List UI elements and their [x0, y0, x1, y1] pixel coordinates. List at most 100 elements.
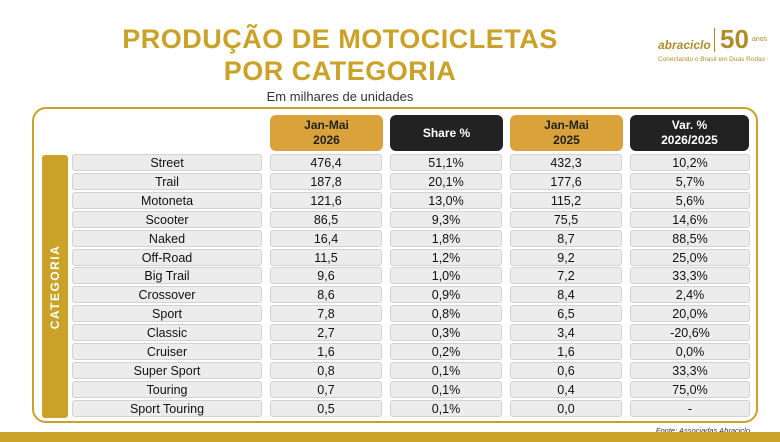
logo-name: abraciclo: [658, 38, 711, 52]
header-var: Var. % 2026/2025: [630, 115, 749, 151]
table-row: Big Trail 9,6 1,0% 7,2 33,3%: [72, 267, 752, 285]
share-cell: 0,1%: [390, 399, 502, 417]
share-cell: 0,1%: [390, 361, 502, 379]
category-cell: Scooter: [72, 210, 262, 228]
table-row: Street 476,4 51,1% 432,3 10,2%: [72, 154, 752, 172]
jan-mai-2026-cell: 1,6: [270, 343, 382, 360]
var-cell: 10,2%: [630, 154, 750, 171]
logo-divider: [714, 28, 715, 52]
page-subtitle: Em milhares de unidades: [266, 89, 414, 104]
jan-mai-2025-cell: 177,6: [510, 172, 622, 190]
category-cell: Motoneta: [72, 191, 262, 209]
jan-mai-2026-cell: 9,6: [270, 267, 382, 285]
bottom-bar: [0, 432, 780, 442]
var-cell: -20,6%: [630, 324, 750, 342]
jan-mai-2025-cell: 7,2: [510, 267, 622, 285]
jan-mai-2025-cell: 75,5: [510, 210, 622, 228]
jan-mai-2026-cell: 476,4: [270, 154, 382, 171]
jan-mai-2026-cell: 121,6: [270, 191, 382, 209]
table-row: Crossover 8,6 0,9% 8,4 2,4%: [72, 286, 752, 304]
logo-anos: anos: [752, 36, 768, 43]
category-cell: Sport Touring: [72, 399, 262, 417]
share-cell: 1,2%: [390, 248, 502, 266]
var-cell: 25,0%: [630, 248, 750, 266]
share-cell: 0,8%: [390, 305, 502, 323]
header-jan-mai-2025: Jan-Mai 2025: [510, 115, 623, 151]
table-row: Trail 187,8 20,1% 177,6 5,7%: [72, 172, 752, 191]
jan-mai-2025-cell: 0,4: [510, 380, 622, 398]
share-cell: 9,3%: [390, 210, 502, 228]
category-label: CATEGORIA: [42, 155, 68, 418]
logo-anniversary: 50: [720, 24, 749, 54]
table-row: Scooter 86,5 9,3% 75,5 14,6%: [72, 210, 752, 229]
table-frame: [32, 107, 758, 423]
category-label-text: CATEGORIA: [48, 244, 62, 329]
share-cell: 0,2%: [390, 343, 502, 360]
var-cell: 14,6%: [630, 210, 750, 228]
var-cell: 88,5%: [630, 229, 750, 247]
category-cell: Cruiser: [72, 343, 262, 360]
share-cell: 13,0%: [390, 191, 502, 209]
category-cell: Touring: [72, 380, 262, 398]
table-row: Sport Touring 0,5 0,1% 0,0-: [72, 399, 752, 418]
abraciclo-logo: abraciclo 50 anos Conectando o Brasil em…: [658, 24, 768, 64]
jan-mai-2026-cell: 0,7: [270, 380, 382, 398]
jan-mai-2025-cell: 1,6: [510, 343, 622, 360]
var-cell: 0,0%: [630, 343, 750, 360]
jan-mai-2026-cell: 16,4: [270, 229, 382, 247]
header-jan-mai-2026: Jan-Mai 2026: [270, 115, 383, 151]
jan-mai-2025-cell: 3,4: [510, 324, 622, 342]
category-cell: Street: [72, 154, 262, 171]
jan-mai-2026-cell: 0,5: [270, 399, 382, 417]
jan-mai-2025-cell: 432,3: [510, 154, 622, 171]
category-cell: Classic: [72, 324, 262, 342]
table-row: Off-Road 11,5 1,2% 9,2 25,0%: [72, 248, 752, 267]
jan-mai-2025-cell: 9,2: [510, 248, 622, 266]
table-row: Naked 16,4 1,8% 8,7 88,5%: [72, 229, 752, 248]
table-row: Super Sport 0,8 0,1% 0,6 33,3%: [72, 361, 752, 380]
jan-mai-2025-cell: 8,7: [510, 229, 622, 247]
category-cell: Off-Road: [72, 248, 262, 266]
jan-mai-2026-cell: 0,8: [270, 361, 382, 379]
jan-mai-2025-cell: 0,6: [510, 361, 622, 379]
var-cell: 5,6%: [630, 191, 750, 209]
share-cell: 51,1%: [390, 154, 502, 171]
jan-mai-2026-cell: 11,5: [270, 248, 382, 266]
var-cell: 2,4%: [630, 286, 750, 304]
header-share: Share %: [390, 115, 503, 151]
category-cell: Naked: [72, 229, 262, 247]
share-cell: 20,1%: [390, 172, 502, 190]
share-cell: 0,9%: [390, 286, 502, 304]
category-cell: Big Trail: [72, 267, 262, 285]
jan-mai-2026-cell: 2,7: [270, 324, 382, 342]
share-cell: 1,0%: [390, 267, 502, 285]
jan-mai-2026-cell: 8,6: [270, 286, 382, 304]
logo-tagline: Conectando o Brasil em Duas Rodas: [658, 56, 765, 63]
var-cell: 5,7%: [630, 172, 750, 190]
page-title-line1: PRODUÇÃO DE MOTOCICLETAS: [122, 24, 558, 54]
jan-mai-2025-cell: 0,0: [510, 399, 622, 417]
category-cell: Crossover: [72, 286, 262, 304]
jan-mai-2025-cell: 8,4: [510, 286, 622, 304]
jan-mai-2026-cell: 7,8: [270, 305, 382, 323]
page-title-line2: POR CATEGORIA: [223, 56, 457, 86]
jan-mai-2025-cell: 6,5: [510, 305, 622, 323]
category-cell: Sport: [72, 305, 262, 323]
var-cell: 75,0%: [630, 380, 750, 398]
var-cell: 33,3%: [630, 267, 750, 285]
share-cell: 0,3%: [390, 324, 502, 342]
jan-mai-2025-cell: 115,2: [510, 191, 622, 209]
jan-mai-2026-cell: 86,5: [270, 210, 382, 228]
var-cell: 20,0%: [630, 305, 750, 323]
share-cell: 1,8%: [390, 229, 502, 247]
table-row: Motoneta 121,6 13,0% 115,2 5,6%: [72, 191, 752, 210]
share-cell: 0,1%: [390, 380, 502, 398]
table-row: Cruiser 1,6 0,2% 1,6 0,0%: [72, 343, 752, 361]
category-cell: Trail: [72, 172, 262, 190]
source-note: Fonte: Associadas Abraciclo: [655, 426, 750, 435]
table-row: Sport 7,8 0,8% 6,5 20,0%: [72, 305, 752, 323]
var-cell: 33,3%: [630, 361, 750, 379]
table-row: Touring 0,7 0,1% 0,4 75,0%: [72, 380, 752, 399]
var-cell: -: [630, 399, 750, 417]
jan-mai-2026-cell: 187,8: [270, 172, 382, 190]
